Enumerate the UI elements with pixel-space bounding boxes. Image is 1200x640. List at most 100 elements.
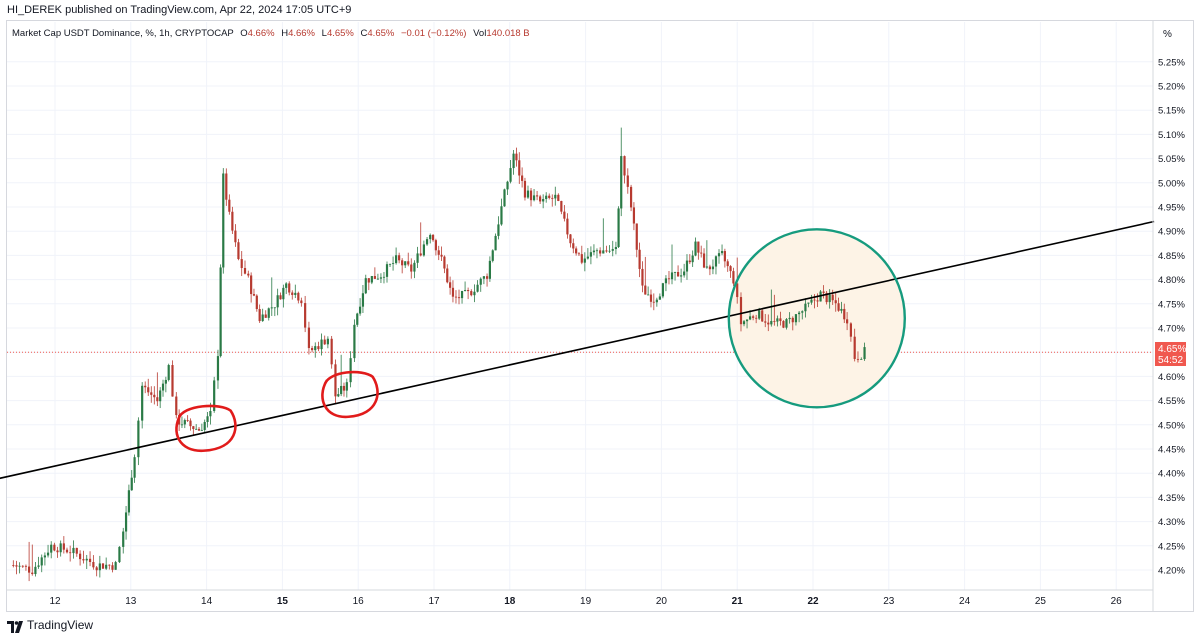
- candle-body: [370, 276, 373, 283]
- candle-body: [482, 276, 486, 279]
- candle-body: [822, 291, 825, 293]
- candle-body: [863, 347, 866, 360]
- candle-body: [664, 278, 668, 284]
- candle-body: [542, 199, 545, 202]
- candle-body: [69, 552, 72, 554]
- candle-body: [580, 254, 583, 263]
- candle-body: [379, 277, 383, 279]
- time-scale: 12 13 14 15 16 17 18 19 20 21 22 23 24 25 26: [7, 589, 1153, 607]
- candle-body: [320, 339, 323, 350]
- candle-body: [473, 291, 476, 296]
- candle-body: [167, 365, 170, 380]
- candle-body: [443, 256, 446, 269]
- candle-body: [189, 420, 192, 427]
- x-tick-label: 13: [125, 596, 137, 607]
- y-tick-label: 4.80%: [1158, 275, 1185, 286]
- candle-body: [59, 543, 62, 553]
- candle-body: [705, 266, 708, 268]
- candle-body: [843, 308, 846, 320]
- tradingview-logo-icon[interactable]: [7, 618, 23, 640]
- candle-body: [367, 278, 370, 283]
- candle-body: [589, 252, 593, 257]
- candle-body: [267, 308, 270, 318]
- candle-body: [702, 253, 706, 268]
- candle-body: [124, 512, 128, 532]
- candle-body: [680, 275, 683, 277]
- tradingview-brand[interactable]: TradingView: [27, 618, 94, 632]
- candle-body: [500, 206, 503, 225]
- candle-body: [317, 346, 320, 350]
- candle-body: [340, 385, 343, 395]
- candle-body: [130, 477, 133, 491]
- candle-body: [15, 565, 18, 567]
- candle-body: [118, 546, 121, 563]
- candle-body: [98, 563, 101, 571]
- candle-body: [449, 282, 452, 288]
- price-chart[interactable]: 4.20% 4.25% 4.30% 4.35% 4.40% 4.45% 4.50% 4.55%…: [0, 0, 1200, 612]
- candle-body: [761, 310, 764, 322]
- candle-body: [79, 553, 82, 560]
- candle-body: [133, 457, 136, 478]
- candle-body: [853, 336, 856, 359]
- candle-body: [255, 295, 258, 310]
- candle-body: [310, 348, 314, 351]
- candle-body: [736, 283, 739, 298]
- candle-body: [652, 301, 655, 303]
- candle-body: [860, 359, 863, 360]
- candle-body: [216, 356, 220, 381]
- publish-header: HI_DEREK published on TradingView.com, A…: [0, 0, 1200, 20]
- candle-body: [65, 549, 69, 553]
- candle-body: [688, 260, 691, 263]
- y-tick-label: 4.40%: [1158, 469, 1185, 480]
- candle-body: [56, 550, 59, 553]
- candle-body: [225, 173, 228, 200]
- candle-body: [856, 358, 860, 360]
- candle-body: [401, 260, 404, 266]
- candle-body: [43, 555, 46, 558]
- candle-body: [34, 566, 37, 575]
- candle-body: [373, 276, 376, 279]
- candle-body: [156, 397, 159, 402]
- candle-body: [807, 302, 810, 304]
- candle-body: [200, 429, 203, 431]
- candle-body: [276, 295, 279, 308]
- candle-body: [252, 294, 256, 296]
- candle-body: [192, 426, 195, 430]
- candle-body: [161, 383, 165, 391]
- price-scale-unit: %: [1163, 29, 1172, 40]
- candle-body: [745, 319, 749, 322]
- candle-body: [144, 385, 147, 388]
- candle-body: [105, 564, 108, 569]
- candle-body: [752, 316, 755, 318]
- candle-body: [234, 230, 237, 243]
- candle-body: [837, 303, 840, 311]
- candle-body: [72, 547, 75, 554]
- y-tick-label: 5.25%: [1158, 57, 1185, 68]
- candle-body: [488, 260, 492, 279]
- candle-body: [557, 194, 560, 201]
- candle-body: [294, 292, 297, 295]
- candle-body: [647, 294, 650, 296]
- candle-body: [407, 261, 410, 265]
- candle-body: [282, 287, 285, 300]
- candle-body: [164, 379, 167, 384]
- candle-body: [583, 258, 586, 263]
- candle-body: [410, 264, 413, 272]
- y-tick-label: 4.75%: [1158, 299, 1185, 310]
- candle-body: [723, 251, 726, 262]
- candle-body: [714, 256, 718, 267]
- candle-body: [641, 268, 644, 286]
- candle-body: [494, 235, 497, 251]
- trendline: [0, 220, 1155, 480]
- candle-body: [683, 271, 686, 276]
- candle-body: [446, 268, 449, 283]
- y-tick-label: 5.10%: [1158, 130, 1185, 141]
- candle-body: [831, 294, 834, 301]
- candle-body: [434, 240, 437, 251]
- candle-body: [506, 181, 509, 190]
- candle-body: [92, 561, 95, 568]
- y-tick-label: 5.15%: [1158, 106, 1185, 117]
- candle-body: [605, 250, 608, 252]
- current-price-tag: 4.65% 54:52: [1155, 342, 1186, 366]
- candle-body: [694, 241, 697, 256]
